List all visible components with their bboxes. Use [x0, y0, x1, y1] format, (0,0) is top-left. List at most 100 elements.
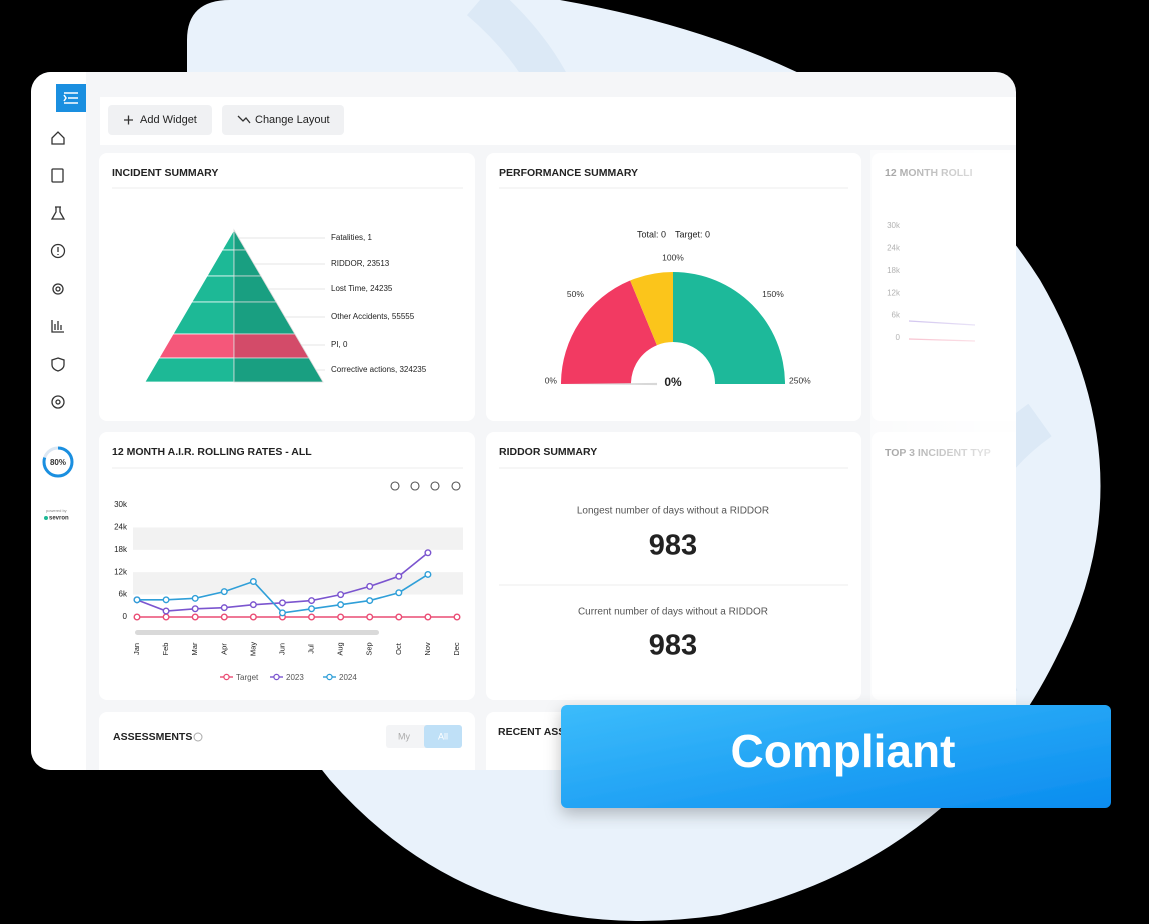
point	[249, 578, 257, 586]
point	[337, 601, 345, 609]
point	[133, 596, 141, 604]
point	[308, 605, 316, 613]
powered-by: powered by	[46, 508, 67, 513]
scrollbar	[135, 630, 379, 635]
point	[424, 549, 432, 557]
y-tick-label: 30k	[114, 500, 128, 509]
point	[366, 582, 374, 590]
legend-marker	[326, 673, 333, 681]
overlay: Compliant	[561, 705, 1111, 808]
point	[308, 613, 316, 621]
x-tick-label: Mar	[190, 642, 199, 655]
gauge-total: Total: 0	[637, 229, 666, 239]
toggle-label: All	[438, 731, 448, 741]
toggle-active[interactable]	[424, 725, 462, 748]
x-tick-label: Jul	[307, 644, 316, 654]
gauge-needle	[561, 382, 658, 386]
gauge-tick-label: 150%	[762, 289, 784, 299]
gauge-band	[630, 272, 673, 346]
point	[366, 597, 374, 605]
progress-arc	[42, 446, 74, 478]
change-layout-button[interactable]	[222, 105, 344, 135]
x-tick-label: Feb	[161, 643, 170, 656]
point	[278, 609, 286, 617]
x-tick-label: Jun	[277, 643, 286, 655]
point	[162, 607, 170, 615]
panel-dividers	[112, 187, 848, 586]
pyramid-label: Fatalities, 1	[331, 233, 372, 242]
button-label: Change Layout	[255, 114, 330, 126]
riddor-label: Longest number of days without a RIDDOR	[577, 506, 769, 517]
point	[278, 599, 286, 607]
point	[191, 613, 199, 621]
chart-tool-icon[interactable]	[430, 481, 440, 491]
y-tick-label: 12k	[114, 567, 128, 576]
badge-label: Compliant	[731, 725, 956, 777]
point	[453, 613, 461, 621]
legend-label: 2024	[339, 673, 357, 682]
chart-tool-icon[interactable]	[390, 481, 400, 491]
point	[308, 597, 316, 605]
pyramid-label: Other Accidents, 55555	[331, 312, 415, 321]
point	[395, 613, 403, 621]
pyramid-label: RIDDOR, 23513	[331, 259, 390, 268]
x-tick-label: May	[248, 642, 257, 656]
point	[337, 613, 345, 621]
pyramid-right	[233, 357, 324, 383]
x-tick-label: Sep	[365, 642, 374, 655]
x-tick-label: Aug	[336, 642, 345, 655]
panel-title: PERFORMANCE SUMMARY	[499, 167, 638, 179]
point	[424, 570, 432, 578]
sidebar-icons[interactable]	[50, 131, 66, 409]
legend-label: Target	[236, 673, 259, 682]
gauge-tick-label: 250%	[789, 375, 811, 385]
point	[337, 591, 345, 599]
y-tick-label: 18k	[114, 545, 128, 554]
pyramid-label: PI, 0	[331, 340, 348, 349]
progress-label: 80%	[50, 458, 66, 467]
point	[249, 613, 257, 621]
pyramid-label: Corrective actions, 324235	[331, 365, 427, 374]
gauge-band	[673, 272, 785, 384]
gauge-target: Target: 0	[675, 229, 710, 239]
legend-marker	[223, 673, 230, 681]
point	[220, 588, 228, 596]
brand: sevron	[49, 516, 69, 522]
gauge-band	[561, 280, 657, 384]
gauge-tick-label: 100%	[662, 252, 684, 262]
riddor-label: Current number of days without a RIDDOR	[578, 607, 768, 618]
brand-dot	[44, 516, 48, 520]
help-icon	[193, 732, 203, 742]
gauge-tick-label: 50%	[567, 289, 584, 299]
y-tick-label: 6k	[119, 590, 128, 599]
x-tick-label: Dec	[452, 642, 461, 656]
fade-overlay	[870, 150, 1016, 770]
chart-tool-icon[interactable]	[410, 481, 420, 491]
point	[191, 594, 199, 602]
panel-title: 12 MONTH A.I.R. ROLLING RATES - ALL	[112, 446, 312, 458]
badge	[561, 705, 1111, 808]
point	[424, 613, 432, 621]
button-label: Add Widget	[140, 114, 197, 126]
point	[191, 605, 199, 613]
add-widget-button[interactable]	[108, 105, 212, 135]
point	[133, 613, 141, 621]
y-tick-label: 0	[123, 612, 128, 621]
point	[220, 604, 228, 612]
x-tick-label: Nov	[423, 642, 432, 656]
sidebar	[31, 72, 86, 770]
grid-band	[133, 572, 463, 595]
gauge-tick-label: 0%	[545, 375, 558, 385]
legend-label: 2023	[286, 673, 304, 682]
panel-title: RIDDOR SUMMARY	[499, 446, 597, 458]
point	[366, 613, 374, 621]
x-tick-label: Oct	[394, 642, 403, 655]
pyramid-left	[144, 357, 235, 383]
point	[395, 589, 403, 597]
chart-tool-icon[interactable]	[451, 481, 461, 491]
point	[162, 596, 170, 604]
pyramid-label: Lost Time, 24235	[331, 284, 393, 293]
panel-title: ASSESSMENTS	[113, 731, 192, 743]
